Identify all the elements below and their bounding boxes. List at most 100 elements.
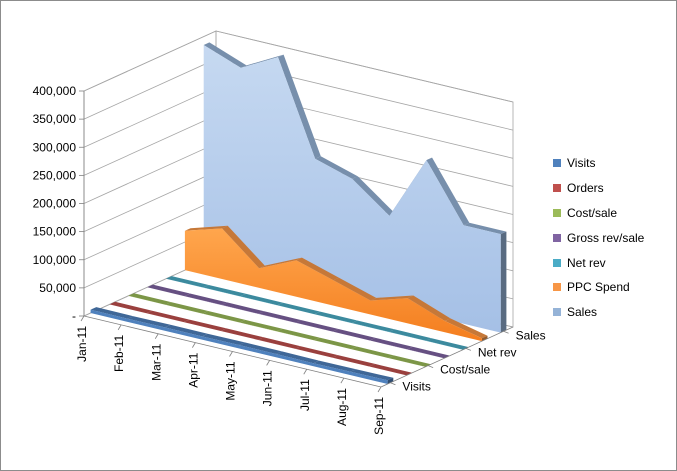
- series-top-strip: [127, 316, 171, 328]
- series-top-strip: [350, 369, 394, 381]
- depth-tick-mark: [427, 365, 434, 368]
- legend-swatch: [553, 233, 561, 242]
- legend-swatch: [553, 283, 561, 292]
- legend-item: Orders: [553, 176, 673, 201]
- x-tick-label: Jan-11: [75, 326, 89, 362]
- series-top-strip: [90, 307, 134, 319]
- depth-tick-mark: [465, 348, 472, 351]
- series-top-strip: [295, 320, 339, 332]
- x-tick-mark: [80, 315, 85, 322]
- series-front-face: [184, 228, 482, 342]
- series-front-face: [166, 278, 463, 350]
- series-top-strip: [369, 363, 413, 376]
- series-top-strip: [203, 285, 246, 297]
- x-tick-mark: [377, 386, 382, 393]
- series-top-strip: [370, 295, 414, 301]
- legend-item: Net rev: [553, 250, 673, 275]
- series-end-cap: [500, 231, 507, 333]
- series-top-strip: [184, 293, 228, 305]
- series-gross-rev-sale: [147, 284, 450, 359]
- series-top-strip: [314, 311, 358, 323]
- legend-swatch: [553, 208, 561, 217]
- series-top-strip: [164, 324, 208, 337]
- depth-axis-line: [380, 326, 514, 388]
- series-top-strip: [166, 276, 209, 288]
- series-top-strip: [239, 319, 283, 332]
- legend-item: Cost/sale: [553, 201, 673, 226]
- series-top-strip: [444, 318, 488, 339]
- series-top-strip: [425, 338, 469, 350]
- x-tick-label: Apr-11: [186, 352, 200, 387]
- series-top-strip: [313, 360, 357, 372]
- depth-tick-label: Net rev: [478, 345, 517, 359]
- x-tick-mark: [266, 360, 270, 366]
- x-tick-label: May-11: [224, 361, 238, 400]
- legend-item: Visits: [553, 151, 673, 176]
- legend-item: PPC Spend: [553, 275, 673, 300]
- legend-label: Sales: [567, 305, 598, 320]
- series-top-strip: [147, 284, 190, 297]
- legend-swatch: [553, 184, 561, 193]
- series-top-strip: [240, 54, 284, 68]
- series-front-face: [128, 295, 426, 367]
- y-tick-label: 50,000: [39, 281, 76, 295]
- y-tick-label: 300,000: [33, 140, 77, 154]
- series-cost-sale: [128, 293, 431, 367]
- series-top-strip: [221, 302, 265, 314]
- series-end-cap: [481, 335, 488, 342]
- series-top-strip: [184, 225, 228, 231]
- x-tick-mark: [154, 333, 159, 339]
- x-tick-mark: [303, 369, 308, 375]
- legend-swatch: [553, 159, 561, 168]
- series-top-strip: [352, 176, 395, 216]
- series-top-strip: [259, 257, 302, 269]
- series-top-strip: [276, 351, 319, 364]
- series-top-strip: [128, 293, 172, 305]
- series-top-strip: [426, 157, 470, 226]
- series-top-strip: [146, 310, 190, 323]
- series-top-strip: [258, 337, 301, 349]
- x-tick-label: Jun-11: [261, 370, 275, 406]
- series-top-strip: [315, 156, 358, 179]
- series-top-strip: [351, 346, 394, 358]
- legend-label: Visits: [567, 156, 596, 171]
- y-tick-label: 100,000: [33, 253, 77, 267]
- series-end-cap: [387, 377, 394, 384]
- series-front-face: [90, 309, 388, 384]
- x-tick-label: Aug-11: [335, 388, 349, 426]
- x-tick-label: Sep-11: [372, 397, 386, 435]
- series-visits: [90, 307, 394, 384]
- series-front-face: [203, 45, 501, 333]
- series-top-strip: [332, 355, 375, 367]
- series-top-strip: [276, 328, 320, 341]
- y-tick-label: 350,000: [33, 112, 77, 126]
- series-top-strip: [109, 301, 153, 314]
- x-axis: Jan-11 Feb-11 Mar-11 Apr-11 May-11 Jun-11 Jul-…: [75, 315, 386, 435]
- series-top-strip: [240, 293, 284, 306]
- x-tick-mark: [340, 377, 345, 384]
- legend: Visits Orders Cost/sale Gross rev/sale Net r…: [553, 151, 673, 325]
- gridline: [83, 30, 514, 103]
- series-top-strip: [258, 311, 302, 323]
- series-top-strip: [222, 225, 265, 269]
- x-tick-mark: [229, 351, 233, 357]
- depth-tick-label: Sales: [516, 328, 546, 342]
- legend-label: Cost/sale: [567, 205, 618, 220]
- legend-label: Net rev: [567, 255, 606, 270]
- series-ppc-spend: [184, 225, 488, 342]
- series-top-strip: [202, 311, 246, 323]
- depth-tick-mark: [390, 382, 396, 386]
- series-top-strip: [296, 257, 339, 281]
- series-top-strip: [277, 302, 321, 315]
- series-top-strip: [183, 319, 227, 331]
- legend-label: Orders: [567, 181, 604, 196]
- x-tick-label: Mar-11: [149, 343, 163, 380]
- series-top-strip: [202, 333, 245, 345]
- series-top-strip: [388, 355, 431, 367]
- depth-tick-label: Visits: [402, 380, 430, 394]
- series-top-strip: [332, 329, 376, 341]
- depth-tick-label: Cost/sale: [440, 363, 490, 377]
- series-sales: [203, 42, 507, 333]
- legend-swatch: [553, 258, 561, 267]
